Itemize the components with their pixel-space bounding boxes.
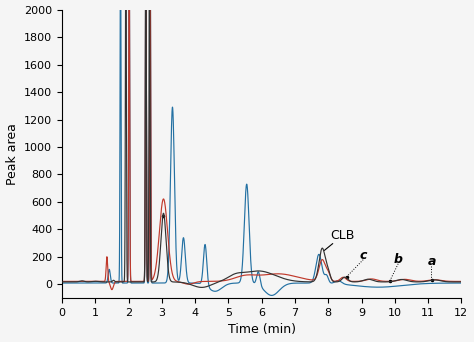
Text: c: c: [360, 249, 367, 262]
Text: a: a: [428, 255, 437, 268]
X-axis label: Time (min): Time (min): [228, 324, 296, 337]
Text: b: b: [393, 253, 402, 266]
Y-axis label: Peak area: Peak area: [6, 123, 18, 185]
Text: CLB: CLB: [330, 229, 354, 242]
